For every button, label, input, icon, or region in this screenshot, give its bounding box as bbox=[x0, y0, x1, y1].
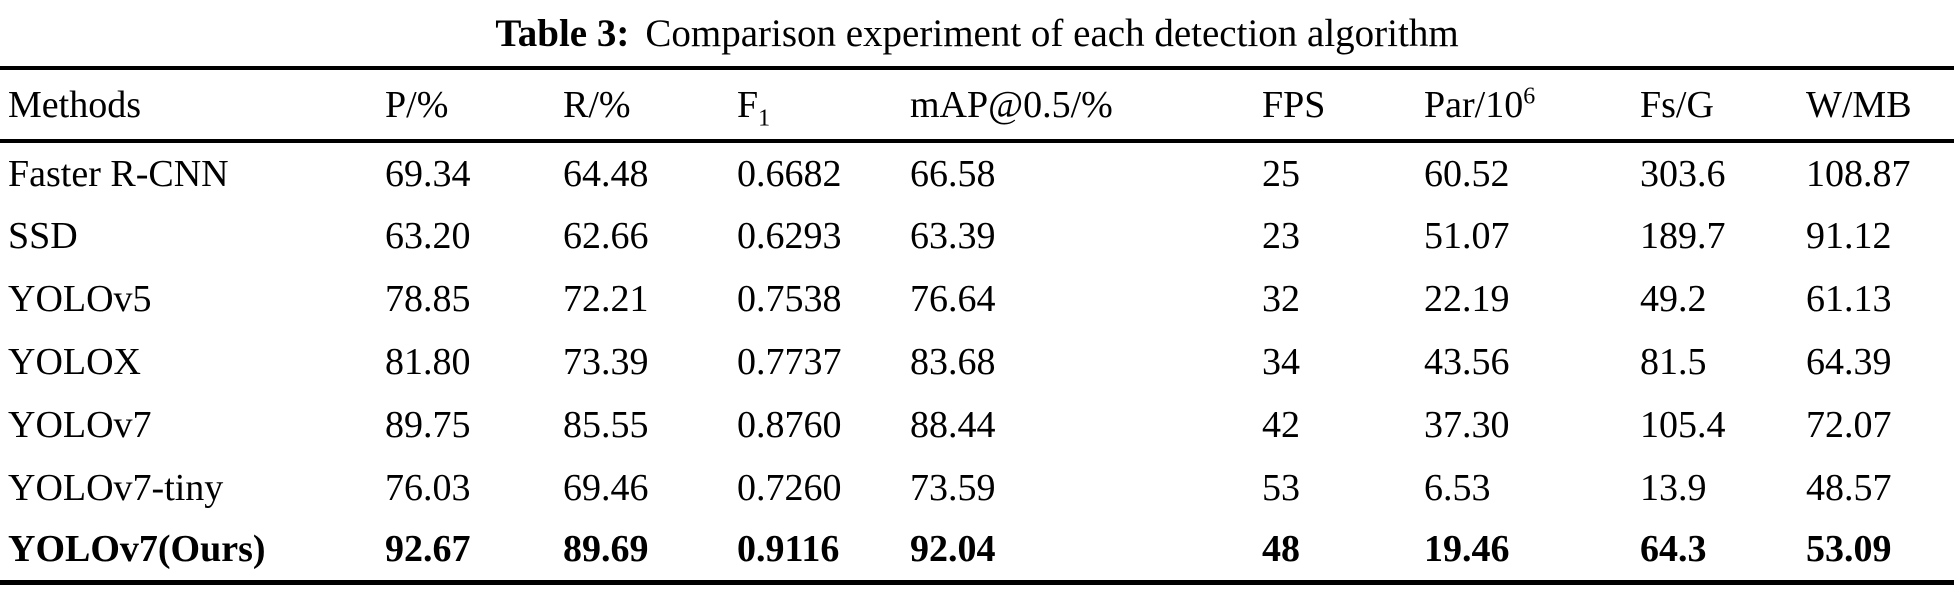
value-cell: 89.75 bbox=[385, 403, 471, 446]
value-cell: 48.57 bbox=[1806, 466, 1892, 509]
value-cell: 303.6 bbox=[1640, 152, 1726, 195]
value-cell: 53 bbox=[1262, 466, 1300, 509]
value-cell: 13.9 bbox=[1640, 466, 1707, 509]
table-caption-text: Comparison experiment of each detection … bbox=[645, 11, 1459, 55]
column-header-label: W/MB bbox=[1806, 83, 1912, 126]
value-cell: 189.7 bbox=[1640, 214, 1726, 257]
column-header: F1 bbox=[729, 68, 902, 143]
value-cell: 66.58 bbox=[910, 152, 996, 195]
column-header-label: Fs/G bbox=[1640, 83, 1714, 126]
column-header-label: Par/10 bbox=[1424, 83, 1524, 126]
value-cell: 0.6293 bbox=[737, 214, 842, 257]
value-cell: 61.13 bbox=[1806, 277, 1892, 320]
column-header-label: R/% bbox=[563, 83, 631, 126]
value-cell: 81.80 bbox=[385, 340, 471, 383]
value-cell: 49.2 bbox=[1640, 277, 1707, 320]
value-cell: 0.9116 bbox=[729, 519, 902, 585]
column-header: Fs/G bbox=[1632, 68, 1798, 143]
value-cell: 32 bbox=[1262, 277, 1300, 320]
value-cell: 92.04 bbox=[902, 519, 1254, 585]
column-header-subscript: 1 bbox=[758, 105, 771, 132]
value-cell: 48 bbox=[1254, 519, 1416, 585]
value-cell: 0.6682 bbox=[737, 152, 842, 195]
value-cell: 64.3 bbox=[1632, 519, 1798, 585]
column-header-label: F bbox=[737, 83, 759, 126]
method-cell: YOLOv7-tiny bbox=[8, 466, 224, 509]
value-cell: 72.07 bbox=[1806, 403, 1892, 446]
value-cell: 64.39 bbox=[1806, 340, 1892, 383]
method-cell: Faster R-CNN bbox=[8, 152, 229, 195]
column-header-superscript: 6 bbox=[1523, 82, 1536, 109]
table-caption-label: Table 3: bbox=[495, 11, 630, 55]
value-cell: 23 bbox=[1262, 214, 1300, 257]
column-header: Methods bbox=[0, 68, 377, 143]
value-cell: 51.07 bbox=[1424, 214, 1510, 257]
value-cell: 19.46 bbox=[1416, 519, 1632, 585]
column-header-label: FPS bbox=[1262, 83, 1326, 126]
value-cell: 64.48 bbox=[563, 152, 649, 195]
column-header: W/MB bbox=[1798, 68, 1954, 143]
table-row: YOLOX 81.80 73.39 0.7737 83.68 34 43.56 81.5 64.… bbox=[0, 330, 1954, 393]
value-cell: 85.55 bbox=[563, 403, 649, 446]
method-cell: YOLOv7(Ours) bbox=[0, 519, 377, 585]
value-cell: 60.52 bbox=[1424, 152, 1510, 195]
table-row: SSD 63.20 62.66 0.6293 63.39 23 51.07 189.7 91.1… bbox=[0, 204, 1954, 267]
value-cell: 0.7538 bbox=[737, 277, 842, 320]
value-cell: 69.34 bbox=[385, 152, 471, 195]
value-cell: 108.87 bbox=[1806, 152, 1911, 195]
value-cell: 0.7737 bbox=[737, 340, 842, 383]
table-header-row: Methods P/% R/% F1 mAP@0.5/% FPS Par/106 Fs/G W/… bbox=[0, 68, 1954, 143]
value-cell: 73.39 bbox=[563, 340, 649, 383]
table-row: YOLOv7-tiny 76.03 69.46 0.7260 73.59 53 6.53 13… bbox=[0, 456, 1954, 519]
value-cell: 73.59 bbox=[910, 466, 996, 509]
column-header: FPS bbox=[1254, 68, 1416, 143]
value-cell: 0.7260 bbox=[737, 466, 842, 509]
value-cell: 76.03 bbox=[385, 466, 471, 509]
value-cell: 81.5 bbox=[1640, 340, 1707, 383]
method-cell: YOLOX bbox=[8, 340, 141, 383]
value-cell: 25 bbox=[1262, 152, 1300, 195]
value-cell: 105.4 bbox=[1640, 403, 1726, 446]
value-cell: 62.66 bbox=[563, 214, 649, 257]
table-row: YOLOv7 89.75 85.55 0.8760 88.44 42 37.30 105.4 7… bbox=[0, 393, 1954, 456]
column-header: R/% bbox=[555, 68, 729, 143]
column-header: P/% bbox=[377, 68, 555, 143]
comparison-table: Methods P/% R/% F1 mAP@0.5/% FPS Par/106 Fs/G W/… bbox=[0, 66, 1954, 585]
value-cell: 63.20 bbox=[385, 214, 471, 257]
table-row: YOLOv5 78.85 72.21 0.7538 76.64 32 22.19 49.2 61… bbox=[0, 267, 1954, 330]
value-cell: 89.69 bbox=[555, 519, 729, 585]
value-cell: 83.68 bbox=[910, 340, 996, 383]
value-cell: 43.56 bbox=[1424, 340, 1510, 383]
value-cell: 92.67 bbox=[377, 519, 555, 585]
value-cell: 69.46 bbox=[563, 466, 649, 509]
value-cell: 72.21 bbox=[563, 277, 649, 320]
value-cell: 0.8760 bbox=[737, 403, 842, 446]
table-caption: Table 3: Comparison experiment of each d… bbox=[0, 0, 1954, 66]
value-cell: 91.12 bbox=[1806, 214, 1892, 257]
column-header-label: P/% bbox=[385, 83, 449, 126]
method-cell: SSD bbox=[8, 214, 78, 257]
value-cell: 37.30 bbox=[1424, 403, 1510, 446]
column-header: Par/106 bbox=[1416, 68, 1632, 143]
column-header: mAP@0.5/% bbox=[902, 68, 1254, 143]
value-cell: 78.85 bbox=[385, 277, 471, 320]
value-cell: 88.44 bbox=[910, 403, 996, 446]
value-cell: 53.09 bbox=[1798, 519, 1954, 585]
value-cell: 63.39 bbox=[910, 214, 996, 257]
method-cell: YOLOv7 bbox=[8, 403, 152, 446]
table-row: YOLOv7(Ours) 92.67 89.69 0.9116 92.04 48 19.46… bbox=[0, 519, 1954, 585]
column-header-label: Methods bbox=[8, 83, 141, 126]
value-cell: 22.19 bbox=[1424, 277, 1510, 320]
value-cell: 42 bbox=[1262, 403, 1300, 446]
column-header-label: mAP@0.5/% bbox=[910, 83, 1113, 126]
value-cell: 6.53 bbox=[1424, 466, 1491, 509]
value-cell: 76.64 bbox=[910, 277, 996, 320]
value-cell: 34 bbox=[1262, 340, 1300, 383]
method-cell: YOLOv5 bbox=[8, 277, 152, 320]
table-row: Faster R-CNN 69.34 64.48 0.6682 66.58 25 60.52… bbox=[0, 141, 1954, 204]
